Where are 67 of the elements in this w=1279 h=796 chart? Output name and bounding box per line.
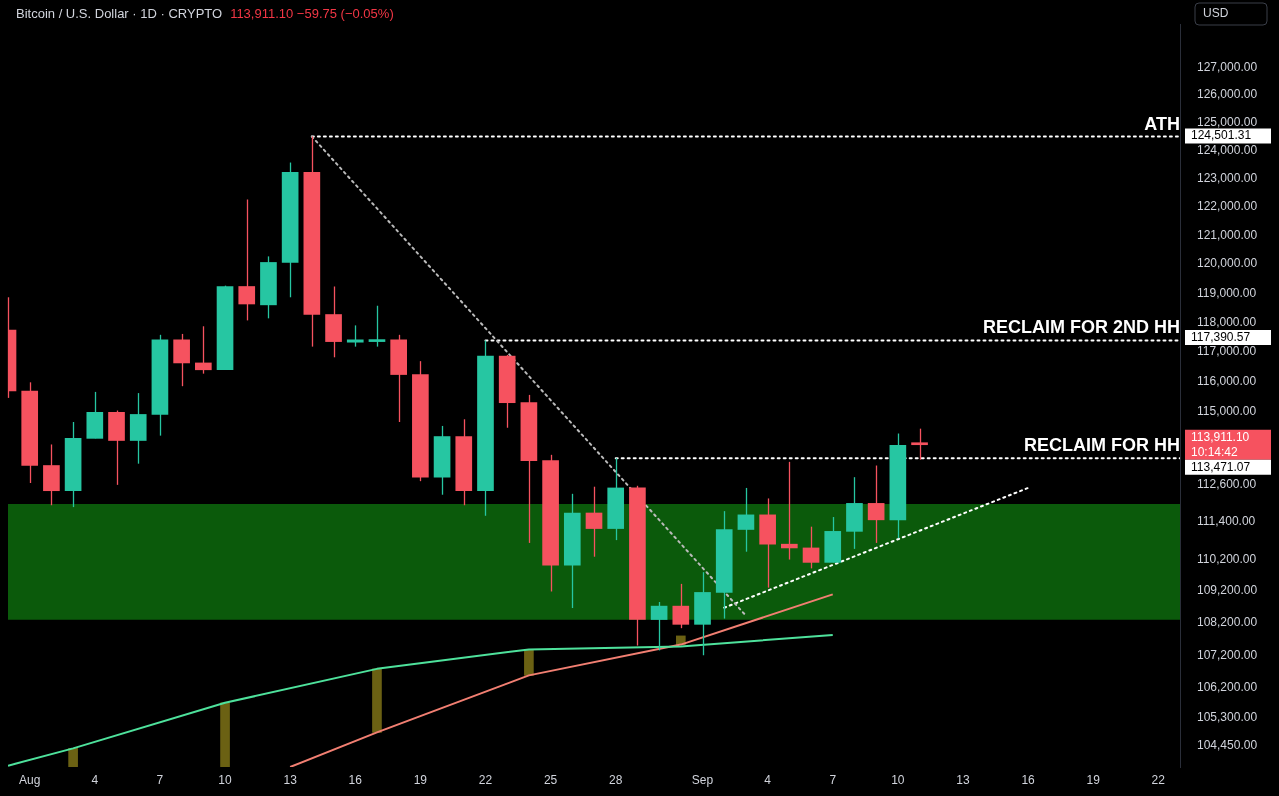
- y-tick-label: 118,000.00: [1197, 314, 1257, 329]
- candlestick: [650, 601, 668, 652]
- x-tick-label: Sep: [691, 772, 714, 787]
- y-tick-label: 119,000.00: [1197, 285, 1257, 300]
- y-tick-label: 122,000.00: [1197, 199, 1258, 214]
- y-tick-label: 104,450.00: [1197, 737, 1258, 752]
- x-tick-label: 16: [1021, 772, 1036, 787]
- y-tick-label: 127,000.00: [1197, 59, 1258, 74]
- y-tick-label: 111,400.00: [1197, 514, 1256, 529]
- candlestick: [781, 461, 798, 561]
- text: USD: [1203, 6, 1229, 21]
- y-tick-label: 125,000.00: [1197, 114, 1258, 129]
- bar: [68, 748, 78, 767]
- candlestick: [867, 464, 885, 544]
- candlestick: [368, 305, 386, 348]
- x-tick-label: 22: [1151, 772, 1166, 787]
- y-tick-label: 105,300.00: [1197, 709, 1258, 724]
- data-label: 113,471.07: [1191, 459, 1251, 474]
- x-tick-label: 4: [91, 772, 99, 787]
- y-tick-label: 116,000.00: [1197, 374, 1257, 389]
- x-tick-label: 19: [413, 772, 428, 787]
- x-tick-label: 22: [478, 772, 493, 787]
- annotation: RECLAIM FOR 2ND HH: [983, 317, 1180, 338]
- x-tick-label: 28: [609, 772, 623, 787]
- text: 113,911.10: [1191, 429, 1250, 444]
- y-tick-label: 117,000.00: [1197, 344, 1257, 359]
- data-label: 117,390.57: [1191, 329, 1251, 344]
- y-tick-label: 121,000.00: [1197, 227, 1258, 242]
- y-tick-label: 120,000.00: [1197, 256, 1258, 271]
- x-tick-label: 19: [1086, 772, 1101, 787]
- bar: [220, 702, 230, 767]
- candlestick: [195, 325, 212, 375]
- candlestick: [737, 487, 755, 553]
- y-tick-label: 112,600.00: [1197, 477, 1257, 492]
- y-tick-label: 124,000.00: [1197, 142, 1258, 157]
- x-tick-label: Aug: [19, 772, 41, 787]
- candlestick: [346, 324, 364, 348]
- x-tick-label: 10: [218, 772, 233, 787]
- y-tick-label: 109,200.00: [1197, 583, 1258, 598]
- annotation: RECLAIM FOR HH: [1024, 435, 1180, 456]
- bar: [372, 668, 382, 733]
- x-tick-label: 10: [891, 772, 905, 787]
- annotation: ATH: [1144, 113, 1180, 134]
- x-tick-label: 7: [156, 772, 164, 787]
- x-tick-label: 16: [348, 772, 363, 787]
- x-tick-label: 13: [283, 772, 298, 787]
- chart-title: Bitcoin / U.S. Dollar · 1D · CRYPTO: [16, 5, 223, 21]
- candlestick: [802, 526, 820, 570]
- y-tick-label: 123,000.00: [1197, 170, 1258, 185]
- data-label: 124,501.31: [1191, 128, 1252, 143]
- chart-subtitle: 113,911.10 −59.75 (−0.05%): [230, 5, 394, 21]
- candlestick: [238, 198, 256, 322]
- y-tick-label: 110,200.00: [1197, 551, 1257, 566]
- y-tick-label: 126,000.00: [1197, 87, 1258, 102]
- y-tick-label: 115,000.00: [1197, 404, 1257, 419]
- candlestick: [911, 428, 928, 461]
- text: 10:14:42: [1191, 444, 1239, 459]
- y-tick-label: 107,200.00: [1197, 647, 1258, 662]
- candlestick: [585, 486, 603, 558]
- y-tick-label: 106,200.00: [1197, 680, 1258, 695]
- x-tick-label: 7: [829, 772, 837, 787]
- x-tick-label: 13: [956, 772, 970, 787]
- candlestick: [173, 333, 190, 387]
- x-tick-label: 4: [764, 772, 772, 787]
- x-tick-label: 25: [543, 772, 558, 787]
- candlestick: [672, 583, 690, 629]
- y-tick-label: 108,200.00: [1197, 615, 1258, 630]
